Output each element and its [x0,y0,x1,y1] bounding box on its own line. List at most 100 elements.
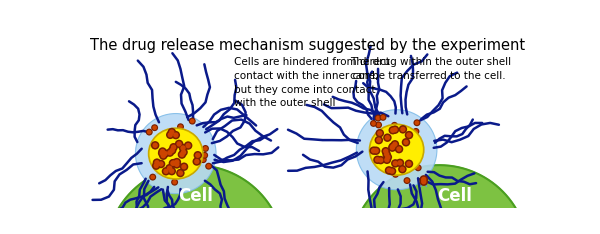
Circle shape [179,152,185,157]
Circle shape [380,114,386,121]
Circle shape [413,129,418,134]
Circle shape [173,158,181,166]
Circle shape [384,152,389,157]
Circle shape [392,127,398,132]
Circle shape [189,118,196,124]
Circle shape [405,131,413,139]
Circle shape [158,147,167,156]
Circle shape [421,177,427,182]
Circle shape [383,133,392,142]
Circle shape [146,129,153,135]
Circle shape [176,169,185,177]
Circle shape [169,143,178,151]
Circle shape [152,158,161,167]
Circle shape [152,125,157,130]
Circle shape [158,149,166,157]
Circle shape [378,157,383,163]
Circle shape [386,168,392,173]
Circle shape [169,129,175,135]
Circle shape [373,148,379,154]
Circle shape [380,115,385,120]
Circle shape [157,160,165,168]
Circle shape [162,167,170,176]
Circle shape [415,121,419,125]
Circle shape [193,157,201,166]
Ellipse shape [356,110,437,190]
Circle shape [203,146,208,151]
Circle shape [166,164,174,172]
Circle shape [179,148,188,157]
Circle shape [159,151,167,160]
Circle shape [376,123,381,127]
Circle shape [163,168,169,174]
Circle shape [404,178,409,183]
Circle shape [372,146,380,155]
Circle shape [416,165,421,170]
Circle shape [161,153,166,158]
Text: The drug within the outer shell
can be transferred to the cell.: The drug within the outer shell can be t… [350,57,511,81]
Polygon shape [350,165,529,234]
Circle shape [172,180,177,184]
Circle shape [382,147,390,155]
Circle shape [385,166,393,175]
Circle shape [201,152,208,159]
Circle shape [392,123,397,128]
Circle shape [180,145,186,151]
Circle shape [151,141,160,150]
Circle shape [178,124,183,129]
Circle shape [205,163,212,170]
Circle shape [374,136,383,144]
Circle shape [370,146,378,155]
Circle shape [383,149,388,154]
Circle shape [160,149,165,154]
Circle shape [180,162,188,171]
Circle shape [200,156,207,163]
Circle shape [177,123,184,130]
Circle shape [167,132,173,138]
Circle shape [184,141,193,150]
Circle shape [178,150,186,159]
Circle shape [371,148,376,153]
Circle shape [384,157,389,162]
Circle shape [389,145,395,150]
Circle shape [412,128,419,135]
Circle shape [167,165,172,171]
Circle shape [370,120,377,127]
Circle shape [166,148,174,157]
Circle shape [174,162,179,167]
Circle shape [194,159,199,164]
Circle shape [391,140,399,149]
Circle shape [398,125,407,134]
Circle shape [374,115,382,121]
Circle shape [179,144,187,152]
Circle shape [185,143,191,148]
Circle shape [371,121,376,126]
Circle shape [167,167,176,175]
Circle shape [396,159,404,167]
Circle shape [395,145,403,153]
Circle shape [397,160,403,165]
Circle shape [168,146,176,155]
Circle shape [181,164,187,169]
Circle shape [391,125,399,134]
Circle shape [154,160,160,165]
Circle shape [151,124,158,131]
Circle shape [163,151,168,156]
Circle shape [419,177,428,186]
Circle shape [389,126,397,135]
Circle shape [392,142,398,147]
Circle shape [201,157,206,162]
Circle shape [376,116,380,120]
Circle shape [392,171,399,178]
Circle shape [382,150,391,159]
Circle shape [202,145,209,152]
Circle shape [178,170,183,176]
Circle shape [402,138,410,146]
Circle shape [391,159,400,168]
Circle shape [373,156,382,164]
Circle shape [167,150,173,155]
Circle shape [377,131,383,136]
Ellipse shape [136,113,216,194]
Circle shape [400,127,406,132]
Circle shape [194,151,202,160]
